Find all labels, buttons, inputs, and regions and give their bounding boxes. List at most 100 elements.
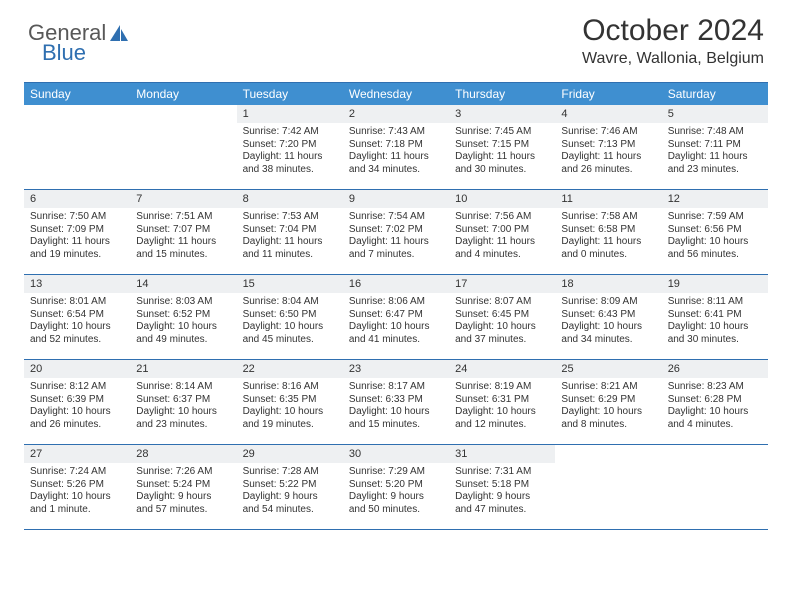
day-details: Sunrise: 8:03 AMSunset: 6:52 PMDaylight:… bbox=[130, 293, 236, 350]
detail-line: Sunset: 7:13 PM bbox=[561, 139, 655, 152]
detail-line: Daylight: 10 hours bbox=[561, 321, 655, 334]
detail-line: Sunset: 6:37 PM bbox=[136, 394, 230, 407]
week-row: 20Sunrise: 8:12 AMSunset: 6:39 PMDayligh… bbox=[24, 360, 768, 445]
day-details: Sunrise: 7:45 AMSunset: 7:15 PMDaylight:… bbox=[449, 123, 555, 180]
detail-line: Sunset: 7:20 PM bbox=[243, 139, 337, 152]
detail-line: Sunset: 5:20 PM bbox=[349, 479, 443, 492]
day-number: 19 bbox=[662, 275, 768, 293]
day-details: Sunrise: 7:31 AMSunset: 5:18 PMDaylight:… bbox=[449, 463, 555, 520]
detail-line: and 34 minutes. bbox=[349, 164, 443, 177]
detail-line: Sunrise: 8:17 AM bbox=[349, 381, 443, 394]
day-number: 31 bbox=[449, 445, 555, 463]
day-details: Sunrise: 8:11 AMSunset: 6:41 PMDaylight:… bbox=[662, 293, 768, 350]
day-number: 8 bbox=[237, 190, 343, 208]
detail-line: and 1 minute. bbox=[30, 504, 124, 517]
brand-word-2: Blue bbox=[42, 40, 86, 66]
day-cell: 8Sunrise: 7:53 AMSunset: 7:04 PMDaylight… bbox=[237, 190, 343, 274]
day-cell: 9Sunrise: 7:54 AMSunset: 7:02 PMDaylight… bbox=[343, 190, 449, 274]
day-header-saturday: Saturday bbox=[662, 83, 768, 105]
week-row: 13Sunrise: 8:01 AMSunset: 6:54 PMDayligh… bbox=[24, 275, 768, 360]
detail-line: Sunrise: 7:50 AM bbox=[30, 211, 124, 224]
day-cell: 31Sunrise: 7:31 AMSunset: 5:18 PMDayligh… bbox=[449, 445, 555, 529]
detail-line: Sunset: 6:41 PM bbox=[668, 309, 762, 322]
detail-line: and 57 minutes. bbox=[136, 504, 230, 517]
day-number: 9 bbox=[343, 190, 449, 208]
detail-line: Daylight: 11 hours bbox=[561, 151, 655, 164]
detail-line: and 19 minutes. bbox=[30, 249, 124, 262]
day-number: 12 bbox=[662, 190, 768, 208]
detail-line: Daylight: 11 hours bbox=[561, 236, 655, 249]
detail-line: and 26 minutes. bbox=[30, 419, 124, 432]
day-details: Sunrise: 8:21 AMSunset: 6:29 PMDaylight:… bbox=[555, 378, 661, 435]
day-number: 17 bbox=[449, 275, 555, 293]
detail-line: and 23 minutes. bbox=[668, 164, 762, 177]
detail-line: and 52 minutes. bbox=[30, 334, 124, 347]
detail-line: Daylight: 10 hours bbox=[243, 321, 337, 334]
detail-line: and 7 minutes. bbox=[349, 249, 443, 262]
detail-line: Sunset: 5:24 PM bbox=[136, 479, 230, 492]
detail-line: and 50 minutes. bbox=[349, 504, 443, 517]
day-number: 5 bbox=[662, 105, 768, 123]
day-cell: 7Sunrise: 7:51 AMSunset: 7:07 PMDaylight… bbox=[130, 190, 236, 274]
day-details: Sunrise: 7:29 AMSunset: 5:20 PMDaylight:… bbox=[343, 463, 449, 520]
day-details: Sunrise: 7:50 AMSunset: 7:09 PMDaylight:… bbox=[24, 208, 130, 265]
detail-line: Daylight: 11 hours bbox=[243, 236, 337, 249]
day-cell: 26Sunrise: 8:23 AMSunset: 6:28 PMDayligh… bbox=[662, 360, 768, 444]
detail-line: and 49 minutes. bbox=[136, 334, 230, 347]
day-header-monday: Monday bbox=[130, 83, 236, 105]
detail-line: Daylight: 10 hours bbox=[668, 406, 762, 419]
detail-line: and 15 minutes. bbox=[136, 249, 230, 262]
detail-line: Sunset: 5:18 PM bbox=[455, 479, 549, 492]
day-details: Sunrise: 7:48 AMSunset: 7:11 PMDaylight:… bbox=[662, 123, 768, 180]
day-details: Sunrise: 7:26 AMSunset: 5:24 PMDaylight:… bbox=[130, 463, 236, 520]
day-cell: 13Sunrise: 8:01 AMSunset: 6:54 PMDayligh… bbox=[24, 275, 130, 359]
day-number: 30 bbox=[343, 445, 449, 463]
detail-line: and 45 minutes. bbox=[243, 334, 337, 347]
day-number: 23 bbox=[343, 360, 449, 378]
day-details: Sunrise: 8:17 AMSunset: 6:33 PMDaylight:… bbox=[343, 378, 449, 435]
detail-line: Sunset: 6:52 PM bbox=[136, 309, 230, 322]
day-number: 11 bbox=[555, 190, 661, 208]
day-header-tuesday: Tuesday bbox=[237, 83, 343, 105]
day-details: Sunrise: 8:06 AMSunset: 6:47 PMDaylight:… bbox=[343, 293, 449, 350]
detail-line: Daylight: 11 hours bbox=[668, 151, 762, 164]
day-cell: 19Sunrise: 8:11 AMSunset: 6:41 PMDayligh… bbox=[662, 275, 768, 359]
detail-line: Daylight: 11 hours bbox=[455, 236, 549, 249]
day-number: 20 bbox=[24, 360, 130, 378]
detail-line: Sunrise: 7:54 AM bbox=[349, 211, 443, 224]
day-cell: 11Sunrise: 7:58 AMSunset: 6:58 PMDayligh… bbox=[555, 190, 661, 274]
day-details: Sunrise: 7:53 AMSunset: 7:04 PMDaylight:… bbox=[237, 208, 343, 265]
day-details: Sunrise: 7:51 AMSunset: 7:07 PMDaylight:… bbox=[130, 208, 236, 265]
detail-line: and 19 minutes. bbox=[243, 419, 337, 432]
detail-line: Sunset: 6:50 PM bbox=[243, 309, 337, 322]
detail-line: and 30 minutes. bbox=[668, 334, 762, 347]
detail-line: Daylight: 10 hours bbox=[30, 321, 124, 334]
detail-line: Sunset: 6:54 PM bbox=[30, 309, 124, 322]
detail-line: and 26 minutes. bbox=[561, 164, 655, 177]
day-details: Sunrise: 8:09 AMSunset: 6:43 PMDaylight:… bbox=[555, 293, 661, 350]
day-details: Sunrise: 8:14 AMSunset: 6:37 PMDaylight:… bbox=[130, 378, 236, 435]
detail-line: Sunset: 6:56 PM bbox=[668, 224, 762, 237]
detail-line: Sunrise: 8:01 AM bbox=[30, 296, 124, 309]
day-details: Sunrise: 8:01 AMSunset: 6:54 PMDaylight:… bbox=[24, 293, 130, 350]
detail-line: and 4 minutes. bbox=[668, 419, 762, 432]
day-number: 14 bbox=[130, 275, 236, 293]
detail-line: and 23 minutes. bbox=[136, 419, 230, 432]
day-cell: 27Sunrise: 7:24 AMSunset: 5:26 PMDayligh… bbox=[24, 445, 130, 529]
day-details: Sunrise: 7:24 AMSunset: 5:26 PMDaylight:… bbox=[24, 463, 130, 520]
detail-line: Sunset: 6:58 PM bbox=[561, 224, 655, 237]
day-details: Sunrise: 7:58 AMSunset: 6:58 PMDaylight:… bbox=[555, 208, 661, 265]
detail-line: and 34 minutes. bbox=[561, 334, 655, 347]
detail-line: Sunrise: 7:31 AM bbox=[455, 466, 549, 479]
detail-line: Sunset: 6:39 PM bbox=[30, 394, 124, 407]
day-number: 21 bbox=[130, 360, 236, 378]
detail-line: Sunset: 5:22 PM bbox=[243, 479, 337, 492]
detail-line: Daylight: 9 hours bbox=[455, 491, 549, 504]
day-details: Sunrise: 7:56 AMSunset: 7:00 PMDaylight:… bbox=[449, 208, 555, 265]
day-header-thursday: Thursday bbox=[449, 83, 555, 105]
day-number: 13 bbox=[24, 275, 130, 293]
detail-line: Daylight: 10 hours bbox=[668, 236, 762, 249]
day-header-row: SundayMondayTuesdayWednesdayThursdayFrid… bbox=[24, 83, 768, 105]
detail-line: Sunset: 7:07 PM bbox=[136, 224, 230, 237]
detail-line: Daylight: 10 hours bbox=[136, 406, 230, 419]
